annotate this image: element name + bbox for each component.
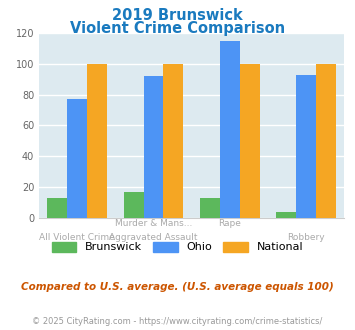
Text: 2019 Brunswick: 2019 Brunswick [112, 8, 243, 23]
Text: Violent Crime Comparison: Violent Crime Comparison [70, 21, 285, 36]
Bar [220, 41, 240, 218]
Bar [296, 75, 316, 218]
Text: Compared to U.S. average. (U.S. average equals 100): Compared to U.S. average. (U.S. average … [21, 282, 334, 292]
Bar [48, 198, 67, 218]
Bar [200, 198, 220, 218]
Bar [316, 64, 336, 218]
Bar [124, 192, 144, 218]
Bar [144, 76, 163, 218]
Text: Murder & Mans...: Murder & Mans... [115, 219, 192, 228]
Bar [87, 64, 107, 218]
Text: © 2025 CityRating.com - https://www.cityrating.com/crime-statistics/: © 2025 CityRating.com - https://www.city… [32, 317, 323, 326]
Text: All Violent Crime: All Violent Crime [39, 233, 115, 242]
Text: Aggravated Assault: Aggravated Assault [109, 233, 198, 242]
Text: Robbery: Robbery [288, 233, 325, 242]
Bar [163, 64, 183, 218]
Text: Rape: Rape [218, 219, 241, 228]
Bar [277, 212, 296, 218]
Legend: Brunswick, Ohio, National: Brunswick, Ohio, National [47, 237, 308, 257]
Bar [240, 64, 260, 218]
Bar [67, 99, 87, 218]
